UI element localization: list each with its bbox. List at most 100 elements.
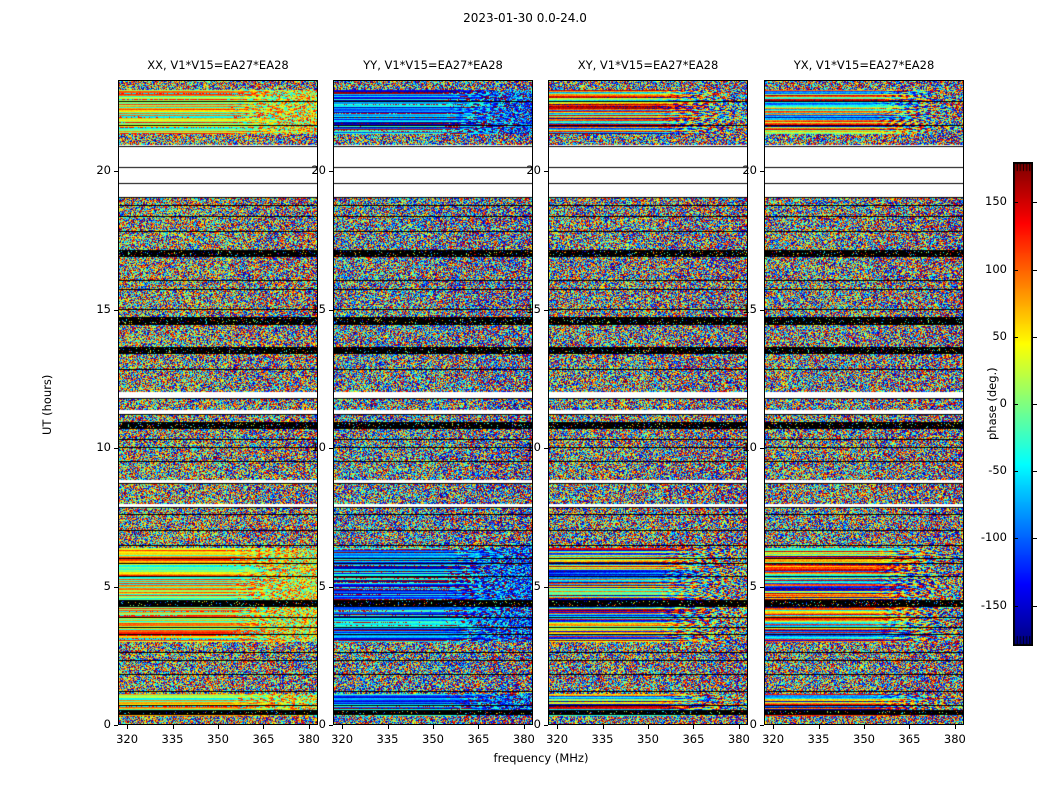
panel-title-yy: YY, V1*V15=EA27*EA28 <box>363 58 503 72</box>
x-tick-mark <box>173 725 174 729</box>
x-tick-mark <box>909 725 910 729</box>
y-tick-label: 10 <box>311 440 326 455</box>
y-tick-label: 0 <box>103 717 111 731</box>
x-tick-label: 350 <box>422 732 444 746</box>
spectrogram-panel-yy[interactable] <box>333 80 533 725</box>
x-tick-mark <box>309 725 310 729</box>
y-axis-label: UT (hours) <box>40 374 54 435</box>
colorbar-gradient <box>1013 162 1033 646</box>
x-tick-mark <box>388 725 389 729</box>
y-tick-mark <box>760 310 764 311</box>
x-axis-label: frequency (MHz) <box>493 751 589 765</box>
colorbar-tick-label: -150 <box>980 597 1007 612</box>
y-tick-mark <box>329 310 333 311</box>
colorbar-tick-mark <box>1033 337 1037 338</box>
x-tick-mark <box>955 725 956 729</box>
x-tick-label: 320 <box>331 732 354 746</box>
y-tick-label: 15 <box>311 301 326 316</box>
y-tick-label: 15 <box>96 301 111 316</box>
colorbar-tick-label: 50 <box>992 328 1007 343</box>
x-tick-label: 350 <box>853 732 875 746</box>
y-tick-label: 0 <box>533 717 541 731</box>
x-tick-mark <box>603 725 604 729</box>
y-tick-mark <box>329 171 333 172</box>
colorbar-tick-label: -50 <box>988 463 1007 478</box>
x-tick-label: 380 <box>512 732 535 746</box>
x-tick-label: 365 <box>467 732 490 746</box>
spectrogram-image-yy <box>334 81 532 724</box>
colorbar-tick-mark-inner <box>1014 471 1018 472</box>
y-tick-label: 5 <box>533 578 541 593</box>
x-tick-label: 335 <box>807 732 830 746</box>
colorbar-tick-mark-inner <box>1014 404 1018 405</box>
spectrogram-image-xx <box>119 81 317 724</box>
y-tick-mark <box>329 725 333 726</box>
y-tick-mark <box>544 310 548 311</box>
spectrogram-panel-xx[interactable] <box>118 80 318 725</box>
colorbar-tick-mark <box>1033 270 1037 271</box>
x-tick-label: 365 <box>682 732 705 746</box>
panel-title-xy: XY, V1*V15=EA27*EA28 <box>577 58 719 72</box>
y-tick-mark <box>544 448 548 449</box>
colorbar-tick-mark <box>1033 404 1037 405</box>
x-tick-label: 320 <box>546 732 569 746</box>
y-tick-mark <box>544 725 548 726</box>
x-tick-mark <box>263 725 264 729</box>
colorbar-group <box>1013 162 1033 646</box>
x-tick-label: 350 <box>637 732 659 746</box>
colorbar-tick-mark-inner <box>1014 337 1018 338</box>
y-tick-mark <box>114 171 118 172</box>
spectrogram-image-xy <box>549 81 747 724</box>
x-tick-mark <box>648 725 649 729</box>
colorbar-tick-mark <box>1033 471 1037 472</box>
panel-title-xx: XX, V1*V15=EA27*EA28 <box>147 58 289 72</box>
y-tick-label: 5 <box>318 578 326 593</box>
colorbar-tick-mark-inner <box>1014 270 1018 271</box>
colorbar-tick-mark <box>1033 538 1037 539</box>
colorbar-tick-mark-inner <box>1014 202 1018 203</box>
x-tick-mark <box>557 725 558 729</box>
y-tick-mark <box>114 587 118 588</box>
y-tick-mark <box>760 448 764 449</box>
x-tick-label: 350 <box>207 732 229 746</box>
y-tick-label: 5 <box>103 578 111 593</box>
y-tick-mark <box>114 725 118 726</box>
x-tick-mark <box>739 725 740 729</box>
y-tick-mark <box>544 587 548 588</box>
y-tick-mark <box>329 587 333 588</box>
x-tick-mark <box>819 725 820 729</box>
x-tick-label: 320 <box>762 732 785 746</box>
colorbar-tick-mark-inner <box>1014 606 1018 607</box>
y-tick-label: 20 <box>526 163 541 178</box>
y-tick-mark <box>760 587 764 588</box>
spectrogram-panel-yx[interactable] <box>764 80 964 725</box>
y-tick-label: 15 <box>742 301 757 316</box>
y-tick-label: 20 <box>742 163 757 178</box>
x-tick-mark <box>342 725 343 729</box>
x-tick-label: 320 <box>116 732 139 746</box>
x-tick-label: 335 <box>376 732 399 746</box>
x-tick-label: 335 <box>161 732 184 746</box>
figure-title: 2023-01-30 0.0-24.0 <box>463 11 587 25</box>
y-tick-mark <box>329 448 333 449</box>
x-tick-mark <box>433 725 434 729</box>
spectrogram-panel-xy[interactable] <box>548 80 748 725</box>
y-tick-label: 0 <box>318 717 326 731</box>
y-tick-mark <box>114 448 118 449</box>
x-tick-mark <box>864 725 865 729</box>
colorbar-tick-mark <box>1033 202 1037 203</box>
y-tick-label: 10 <box>742 440 757 455</box>
colorbar-tick-mark <box>1033 606 1037 607</box>
y-tick-label: 10 <box>96 440 111 455</box>
x-tick-label: 380 <box>943 732 966 746</box>
panel-title-yx: YX, V1*V15=EA27*EA28 <box>793 58 935 72</box>
y-tick-mark <box>760 725 764 726</box>
y-tick-mark <box>760 171 764 172</box>
x-tick-label: 335 <box>591 732 614 746</box>
y-tick-mark <box>544 171 548 172</box>
x-tick-mark <box>773 725 774 729</box>
x-tick-mark <box>693 725 694 729</box>
y-tick-label: 15 <box>526 301 541 316</box>
x-tick-mark <box>218 725 219 729</box>
